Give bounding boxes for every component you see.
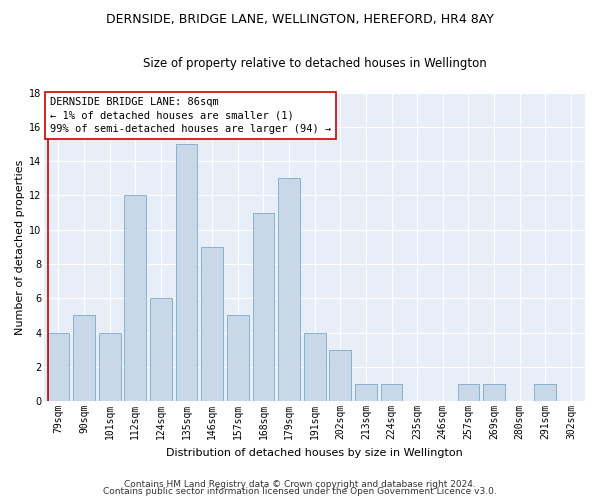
Bar bbox=[329, 350, 351, 401]
Bar bbox=[99, 332, 121, 401]
Bar bbox=[278, 178, 300, 401]
X-axis label: Distribution of detached houses by size in Wellington: Distribution of detached houses by size … bbox=[166, 448, 463, 458]
Y-axis label: Number of detached properties: Number of detached properties bbox=[15, 159, 25, 334]
Bar bbox=[458, 384, 479, 401]
Bar bbox=[124, 196, 146, 401]
Bar bbox=[150, 298, 172, 401]
Title: Size of property relative to detached houses in Wellington: Size of property relative to detached ho… bbox=[143, 58, 487, 70]
Bar bbox=[176, 144, 197, 401]
Bar bbox=[227, 316, 248, 401]
Text: Contains HM Land Registry data © Crown copyright and database right 2024.: Contains HM Land Registry data © Crown c… bbox=[124, 480, 476, 489]
Bar bbox=[355, 384, 377, 401]
Bar bbox=[483, 384, 505, 401]
Text: Contains public sector information licensed under the Open Government Licence v3: Contains public sector information licen… bbox=[103, 487, 497, 496]
Bar bbox=[47, 332, 70, 401]
Bar bbox=[201, 247, 223, 401]
Bar bbox=[253, 212, 274, 401]
Bar bbox=[535, 384, 556, 401]
Bar bbox=[73, 316, 95, 401]
Bar bbox=[380, 384, 403, 401]
Text: DERNSIDE BRIDGE LANE: 86sqm
← 1% of detached houses are smaller (1)
99% of semi-: DERNSIDE BRIDGE LANE: 86sqm ← 1% of deta… bbox=[50, 97, 331, 134]
Text: DERNSIDE, BRIDGE LANE, WELLINGTON, HEREFORD, HR4 8AY: DERNSIDE, BRIDGE LANE, WELLINGTON, HEREF… bbox=[106, 12, 494, 26]
Bar bbox=[304, 332, 326, 401]
